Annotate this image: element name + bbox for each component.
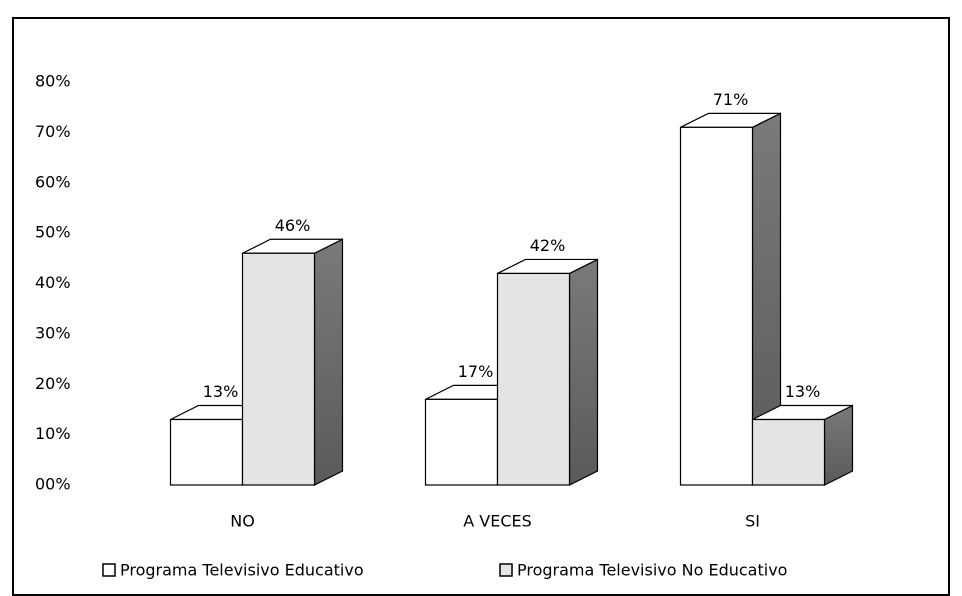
bar	[679, 126, 754, 486]
bar	[496, 272, 571, 486]
x-tick-label: A VECES	[463, 512, 532, 531]
legend-swatch	[499, 563, 513, 577]
data-label: 17%	[458, 362, 494, 381]
bar	[751, 418, 826, 486]
bar-side	[568, 258, 599, 486]
data-label: 13%	[785, 382, 821, 401]
data-label: 71%	[713, 90, 749, 109]
x-tick-label: SI	[745, 512, 760, 531]
y-tick-label: 20%	[35, 374, 71, 393]
y-tick-label: 30%	[35, 323, 71, 342]
legend-label: Programa Televisivo Educativo	[120, 561, 364, 580]
bar-side	[313, 238, 344, 486]
y-tick-label: 40%	[35, 273, 71, 292]
x-tick-label: NO	[230, 512, 255, 531]
bar	[169, 418, 244, 486]
bar	[424, 398, 499, 486]
bar	[241, 252, 316, 486]
data-label: 13%	[203, 382, 239, 401]
y-tick-label: 00%	[35, 475, 71, 494]
legend-label: Programa Televisivo No Educativo	[517, 561, 787, 580]
chart-frame	[12, 17, 950, 596]
y-tick-label: 50%	[35, 223, 71, 242]
y-tick-label: 10%	[35, 424, 71, 443]
data-label: 46%	[275, 216, 311, 235]
y-tick-label: 70%	[35, 122, 71, 141]
y-tick-label: 60%	[35, 172, 71, 191]
data-label: 42%	[530, 236, 566, 255]
legend-swatch	[102, 563, 116, 577]
y-tick-label: 80%	[35, 72, 71, 91]
